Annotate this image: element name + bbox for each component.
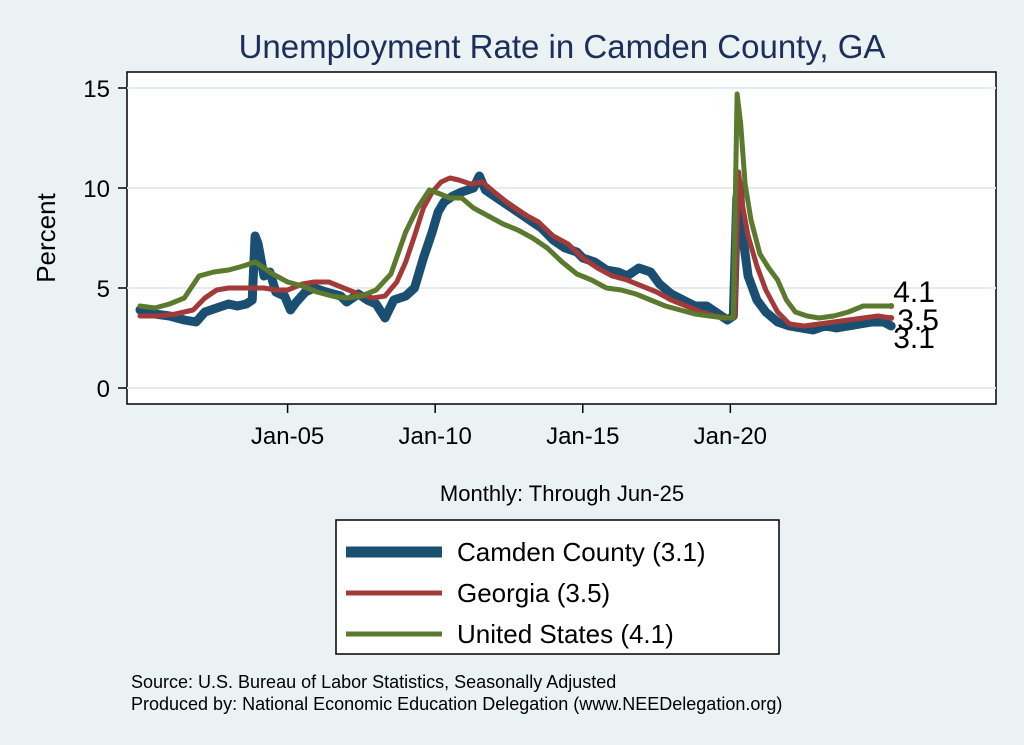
legend: Camden County (3.1) Georgia (3.5) United S… [335, 519, 780, 655]
y-tick-label: 0 [97, 376, 110, 403]
series-end-label-2: 4.1 [893, 276, 935, 309]
legend-label-1: Georgia (3.5) [457, 578, 610, 608]
series-end-point-0 [888, 323, 895, 329]
source-line-2: Produced by: National Economic Education… [131, 694, 782, 714]
series-end-label-0: 3.1 [893, 322, 935, 355]
x-axis-label: Monthly: Through Jun-25 [440, 481, 684, 506]
x-tick-label: Jan-05 [251, 423, 324, 450]
x-tick-label: Jan-20 [694, 423, 767, 450]
series-end-point-1 [888, 315, 895, 321]
end-label-layer: 3.13.54.1 [888, 276, 939, 355]
series-end-point-2 [888, 303, 895, 309]
series-end-label-1: 3.5 [897, 304, 939, 337]
source-line-1: Source: U.S. Bureau of Labor Statistics,… [131, 672, 616, 692]
legend-label-0: Camden County (3.1) [457, 537, 706, 567]
legend-label-2: United States (4.1) [457, 619, 674, 649]
series-line-2 [137, 91, 894, 321]
series-line-1 [137, 169, 894, 329]
y-tick-label: 15 [83, 76, 110, 103]
axis-layer: 0 5 10 15 Jan-05 Jan-10 Jan-15 Jan-20 [83, 76, 767, 450]
y-axis-label: Percent [31, 192, 61, 282]
chart-title: Unemployment Rate in Camden County, GA [239, 28, 886, 65]
x-tick-label: Jan-10 [398, 423, 471, 450]
series-line-0 [135, 171, 896, 335]
x-tick-label: Jan-15 [546, 423, 619, 450]
y-tick-label: 10 [83, 176, 110, 203]
y-tick-label: 5 [97, 276, 110, 303]
series-layer [135, 91, 896, 335]
